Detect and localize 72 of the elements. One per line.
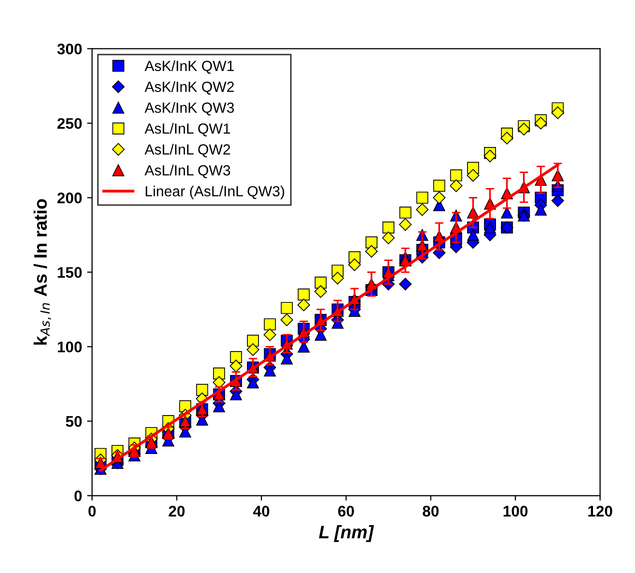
point xyxy=(280,302,293,314)
point xyxy=(314,276,327,289)
y-tick-label: 0 xyxy=(74,490,82,502)
point xyxy=(280,314,294,326)
point xyxy=(450,169,462,182)
y-tick-label: 50 xyxy=(66,416,82,427)
point xyxy=(399,278,412,290)
y-tick-label: 300 xyxy=(57,44,82,54)
point xyxy=(230,360,242,372)
point xyxy=(484,150,496,162)
point xyxy=(230,388,242,400)
point xyxy=(450,240,462,254)
y-tick-label: 150 xyxy=(58,267,82,278)
point xyxy=(213,400,226,412)
point xyxy=(382,232,395,244)
point xyxy=(331,272,344,284)
x-tick-label: 40 xyxy=(253,506,270,517)
point xyxy=(399,206,412,219)
point xyxy=(212,376,226,389)
point xyxy=(450,179,462,192)
point xyxy=(298,288,310,300)
x-tick-label: 60 xyxy=(338,506,354,517)
point xyxy=(264,364,276,376)
point xyxy=(551,194,564,207)
x-tick-label: 20 xyxy=(168,506,185,517)
legend-label: AsK/InK QW2 xyxy=(144,81,234,95)
point xyxy=(433,180,446,192)
legend-label: Linear (AsL/InL QW3) xyxy=(146,186,284,200)
point xyxy=(416,192,428,204)
point xyxy=(484,222,496,234)
y-axis-title: k$_{As,In}$ As / In ratio xyxy=(34,199,52,345)
point xyxy=(348,258,361,272)
y-tick-label: 100 xyxy=(58,342,82,352)
point xyxy=(196,384,208,396)
point xyxy=(399,218,412,231)
point xyxy=(432,191,446,204)
point xyxy=(230,351,242,364)
point xyxy=(382,222,394,234)
legend-label: AsK/InK QW1 xyxy=(144,60,234,74)
point xyxy=(500,132,514,144)
point xyxy=(280,352,293,365)
point xyxy=(518,122,530,136)
legend-label: AsL/InL QW1 xyxy=(144,123,230,136)
legend-label: AsL/InL QW3 xyxy=(144,164,230,178)
x-tick-label: 0 xyxy=(88,506,96,517)
x-tick-label: 80 xyxy=(422,506,439,517)
point xyxy=(314,285,327,298)
point xyxy=(297,298,310,312)
point xyxy=(264,328,276,342)
point xyxy=(365,245,378,258)
point xyxy=(246,376,259,388)
point xyxy=(264,318,276,330)
point xyxy=(366,236,378,248)
y-tick-label: 250 xyxy=(57,118,82,129)
legend-label: AsL/InL QW2 xyxy=(144,144,230,158)
point xyxy=(466,169,480,182)
point xyxy=(467,228,480,241)
point xyxy=(534,116,548,130)
point xyxy=(179,426,192,438)
point xyxy=(551,106,564,120)
x-axis-title: L [nm] xyxy=(318,525,374,542)
point xyxy=(500,206,513,219)
point xyxy=(213,368,226,380)
point xyxy=(534,204,547,216)
x-tick-label: 100 xyxy=(504,506,528,517)
legend-label: AsK/InK QW3 xyxy=(144,102,234,116)
y-tick-label: 200 xyxy=(57,192,82,204)
point xyxy=(416,203,429,216)
x-tick-label: 120 xyxy=(588,506,612,517)
point xyxy=(196,414,208,426)
point xyxy=(246,334,259,347)
point xyxy=(246,343,260,356)
